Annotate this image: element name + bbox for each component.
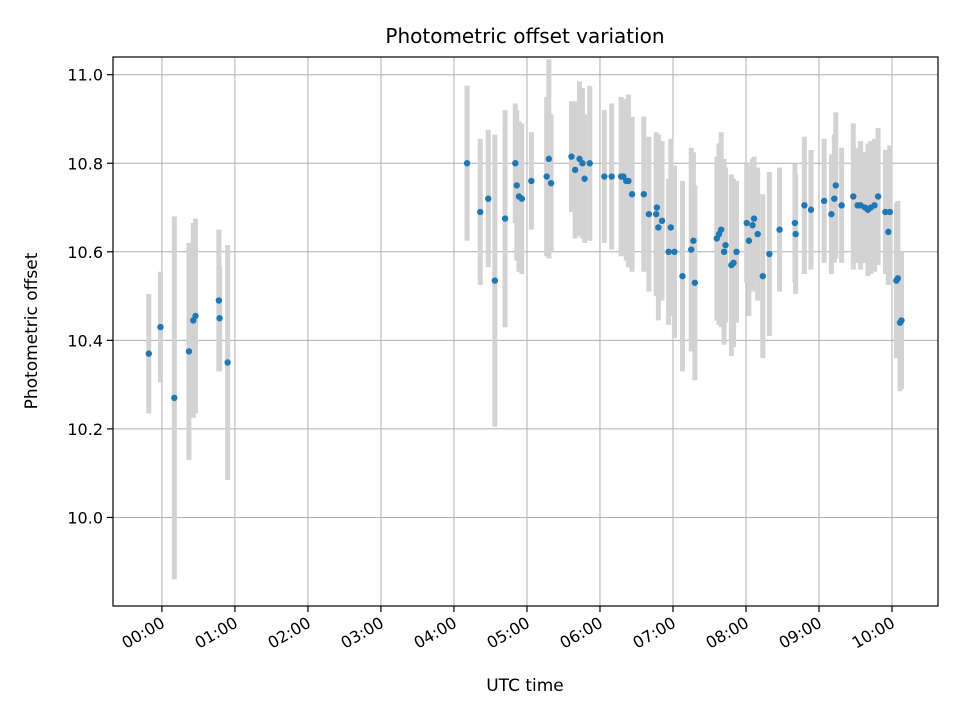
- data-point: [886, 208, 894, 216]
- data-point: [192, 312, 199, 320]
- data-point: [720, 248, 728, 256]
- data-point: [528, 177, 535, 185]
- data-point: [828, 210, 835, 218]
- chart-title: Photometric offset variation: [385, 24, 664, 48]
- data-point: [145, 350, 152, 357]
- data-points: [145, 153, 905, 402]
- data-point: [625, 177, 632, 185]
- data-point: [754, 230, 761, 238]
- data-point: [691, 279, 699, 286]
- data-point: [543, 173, 550, 180]
- data-point: [749, 222, 756, 229]
- y-tick-label: 10.8: [67, 154, 103, 173]
- data-point: [586, 160, 593, 167]
- data-point: [791, 219, 799, 227]
- data-point: [658, 217, 666, 225]
- data-point: [717, 226, 725, 233]
- data-point: [157, 323, 164, 331]
- data-point: [759, 272, 766, 280]
- x-axis-label: UTC time: [486, 676, 564, 696]
- data-point: [665, 248, 672, 256]
- data-point: [579, 160, 586, 167]
- y-tick-label: 10.6: [67, 243, 103, 262]
- data-point: [491, 277, 499, 284]
- data-point: [216, 315, 223, 322]
- y-tick-label: 11.0: [67, 66, 103, 85]
- data-point: [581, 175, 588, 182]
- data-point: [831, 195, 838, 202]
- data-point: [690, 237, 697, 244]
- data-point: [501, 215, 509, 222]
- data-point: [215, 297, 223, 304]
- data-point: [850, 193, 857, 200]
- data-point: [655, 224, 662, 231]
- data-point: [645, 210, 653, 218]
- y-axis-label: Photometric offset: [22, 252, 42, 409]
- data-point: [832, 182, 839, 189]
- y-axis: 10.0 10.2 10.4 10.6 10.8 11.0: [67, 66, 113, 527]
- data-point: [653, 204, 661, 211]
- data-point: [898, 317, 905, 324]
- data-point: [571, 166, 579, 174]
- data-point: [640, 191, 647, 198]
- data-point: [512, 160, 519, 167]
- data-point: [807, 206, 815, 213]
- data-point: [463, 160, 471, 167]
- data-point: [545, 155, 553, 163]
- data-point: [224, 359, 231, 366]
- data-point: [750, 215, 758, 222]
- data-point: [652, 210, 660, 218]
- data-point: [792, 230, 799, 238]
- data-point: [608, 173, 615, 180]
- data-point: [477, 208, 484, 216]
- data-point: [547, 179, 555, 187]
- data-point: [518, 195, 526, 202]
- y-tick-label: 10.0: [67, 508, 103, 527]
- data-point: [838, 202, 845, 209]
- data-point: [185, 348, 193, 355]
- data-point: [628, 191, 636, 198]
- y-tick-label: 10.4: [67, 331, 103, 350]
- data-point: [885, 228, 892, 236]
- plot-frame: [112, 56, 939, 607]
- data-point: [671, 248, 678, 256]
- data-point: [688, 246, 695, 253]
- data-point: [730, 259, 737, 267]
- data-point: [568, 153, 575, 160]
- data-point: [882, 208, 889, 216]
- data-point: [513, 182, 520, 189]
- data-point: [679, 272, 686, 280]
- data-point: [743, 219, 750, 227]
- data-point: [874, 193, 882, 200]
- data-point: [776, 226, 783, 233]
- data-point: [894, 275, 902, 282]
- data-point: [722, 241, 729, 249]
- data-point: [733, 248, 740, 256]
- data-point: [171, 394, 178, 402]
- data-point: [766, 250, 773, 258]
- data-point: [820, 197, 828, 205]
- data-point: [485, 195, 492, 202]
- data-point: [601, 173, 608, 180]
- y-tick-label: 10.2: [67, 420, 103, 439]
- data-point: [667, 224, 674, 231]
- data-point: [745, 237, 753, 244]
- data-point: [871, 202, 878, 209]
- data-point: [801, 202, 808, 209]
